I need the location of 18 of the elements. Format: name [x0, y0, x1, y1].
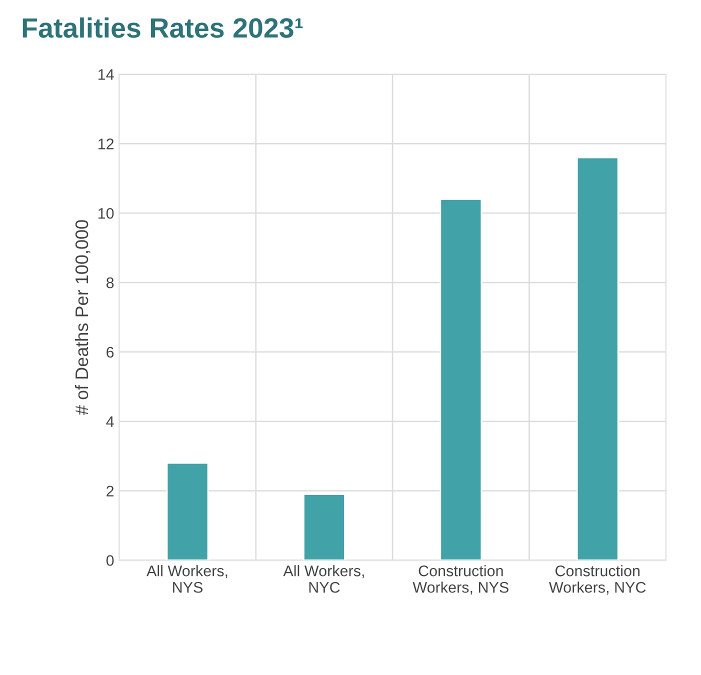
y-tick-label: 0: [106, 555, 114, 566]
y-tick-label: 2: [106, 486, 114, 496]
bar: [440, 198, 482, 560]
bar: [303, 494, 346, 560]
chart-title: Fatalities Rates 2023¹: [22, 17, 303, 38]
x-tick-label: Construction Workers, NYC: [549, 565, 646, 595]
bar: [166, 462, 209, 560]
y-tick-label: 10: [98, 208, 114, 219]
x-tick-label: All Workers, NYS: [146, 565, 228, 593]
y-tick-label: 14: [98, 69, 114, 80]
bar: [576, 156, 619, 560]
y-tick-label: 8: [106, 277, 114, 288]
y-axis-title: # of Deaths Per 100,000: [74, 220, 90, 416]
y-tick-label: 4: [106, 416, 114, 427]
y-tick-label: 12: [98, 138, 114, 150]
y-tick-label: 6: [106, 346, 114, 358]
x-tick-label: All Workers, NYC: [283, 565, 364, 593]
x-tick-label: Construction Workers, NYS: [412, 565, 508, 595]
